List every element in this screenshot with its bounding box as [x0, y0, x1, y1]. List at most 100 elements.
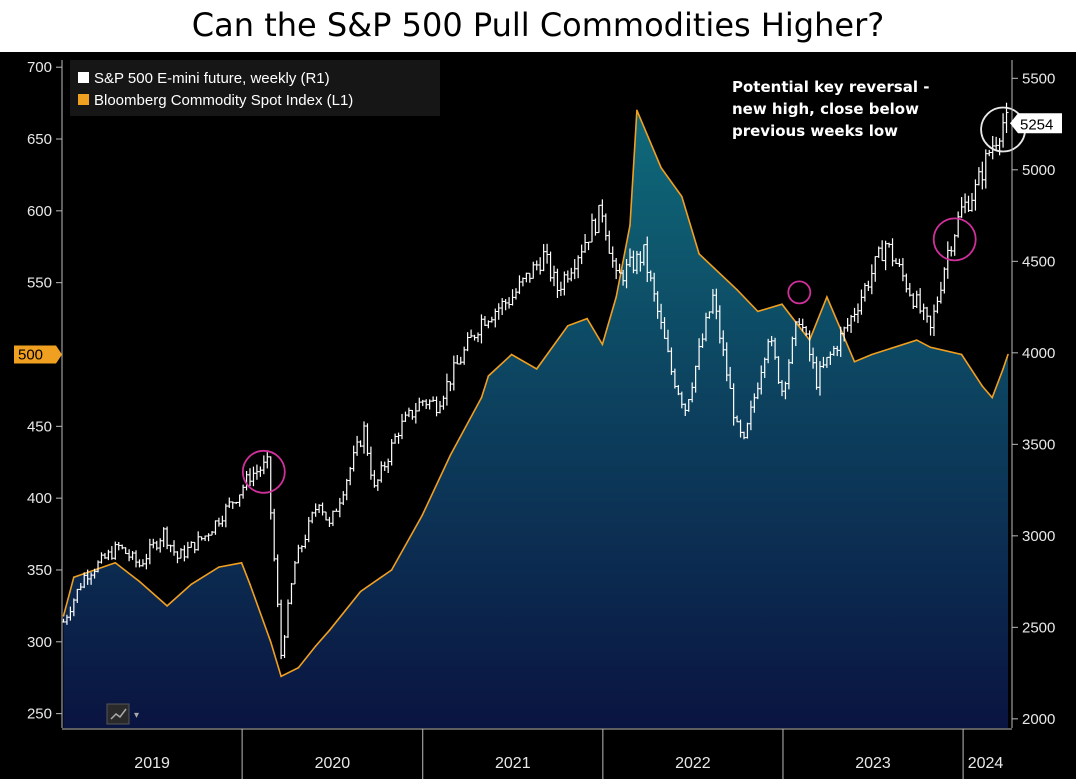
spx-weekly-bar — [230, 501, 235, 509]
spx-weekly-bar — [268, 456, 273, 520]
spx-weekly-bar — [866, 280, 871, 291]
spx-weekly-bar — [614, 257, 619, 280]
spx-weekly-bar — [403, 411, 408, 422]
spx-weekly-bar — [914, 290, 919, 309]
spx-weekly-bar — [938, 281, 943, 304]
spx-weekly-bar — [296, 544, 301, 564]
spx-weekly-bar — [869, 264, 874, 295]
commodity-point — [915, 339, 918, 341]
spx-weekly-bar — [849, 314, 854, 334]
spx-bars-layer — [61, 102, 1009, 660]
spx-weekly-bar — [317, 504, 322, 513]
chart-type-button[interactable]: ▾ — [106, 703, 139, 725]
spx-weekly-bar — [911, 293, 916, 309]
commodity-point — [487, 375, 490, 377]
spx-weekly-bar — [358, 440, 363, 448]
spx-weekly-bar — [952, 234, 957, 256]
spx-weekly-bar — [907, 282, 912, 297]
spx-weekly-bar — [893, 258, 898, 265]
spx-weekly-bar — [434, 396, 439, 417]
spx-weekly-bar — [206, 533, 211, 542]
spx-weekly-bar — [279, 599, 284, 660]
chart-type-button-box[interactable] — [106, 703, 130, 725]
spx-weekly-bar — [365, 423, 370, 456]
spx-weekly-bar — [417, 397, 422, 412]
spx-weekly-bar — [873, 256, 878, 282]
spx-weekly-bar — [147, 538, 152, 565]
spx-weekly-bar — [935, 296, 940, 314]
spx-weekly-bar — [199, 536, 204, 541]
spx-weekly-bar — [431, 396, 436, 402]
commodity-point — [62, 615, 65, 617]
spx-weekly-bar — [931, 304, 936, 337]
left-tick-label: 700 — [27, 59, 52, 76]
spx-weekly-bar — [607, 230, 612, 254]
commodity-point — [929, 346, 932, 349]
commodity-point — [681, 195, 683, 198]
left-tick-label: 650 — [27, 131, 52, 148]
legend-swatch-commodity — [78, 94, 89, 105]
spx-weekly-bar — [137, 559, 142, 568]
spx-weekly-bar — [983, 149, 988, 189]
right-tick-label: 4000 — [1022, 345, 1055, 362]
spx-weekly-bar — [203, 535, 208, 542]
right-tick-label: 2000 — [1022, 711, 1055, 728]
spx-weekly-bar — [351, 445, 356, 472]
commodity-point — [314, 645, 317, 647]
spx-weekly-bar — [514, 288, 519, 300]
spx-weekly-bar — [997, 138, 1002, 156]
right-tick-label: 4500 — [1022, 253, 1055, 270]
spx-weekly-bar — [486, 320, 491, 329]
spx-weekly-bar — [120, 544, 125, 550]
spx-weekly-bar — [123, 547, 128, 555]
spx-weekly-bar — [458, 356, 463, 365]
line-chart-icon — [110, 708, 127, 720]
spx-weekly-bar — [379, 461, 384, 483]
commodity-point — [359, 590, 362, 593]
spx-weekly-bar — [324, 511, 329, 521]
commodity-point — [297, 666, 300, 669]
commodity-point — [480, 396, 483, 399]
commodity-point — [449, 454, 452, 456]
commodity-point — [138, 580, 141, 583]
commodity-point — [660, 166, 662, 169]
spx-weekly-bar — [583, 234, 588, 253]
spx-weekly-bar — [189, 541, 194, 548]
spx-weekly-bar — [469, 329, 474, 338]
spx-weekly-bar — [406, 407, 411, 418]
commodity-point — [781, 303, 783, 305]
spx-weekly-bar — [330, 510, 335, 527]
spx-weekly-bar — [572, 259, 577, 280]
spx-weekly-bar — [852, 307, 857, 322]
spx-weekly-bar — [545, 243, 550, 264]
spx-weekly-bar — [455, 354, 460, 365]
chevron-down-icon[interactable]: ▾ — [134, 710, 139, 721]
left-value-tag: 500 — [14, 345, 62, 364]
commodity-point — [190, 583, 193, 586]
spx-weekly-bar — [921, 303, 926, 321]
spx-weekly-bar — [959, 197, 964, 218]
spx-weekly-bar — [451, 355, 456, 391]
spx-weekly-bar — [980, 161, 985, 190]
spx-weekly-bar — [538, 257, 543, 275]
spx-weekly-bar — [113, 541, 118, 560]
spx-weekly-bar — [196, 531, 201, 551]
spx-weekly-bar — [282, 634, 287, 658]
left-tick-label: 450 — [27, 418, 52, 435]
spx-weekly-bar — [310, 511, 315, 524]
year-label: 2024 — [968, 755, 1004, 772]
spx-weekly-bar — [182, 545, 187, 562]
spx-weekly-bar — [503, 299, 508, 311]
spx-weekly-bar — [375, 479, 380, 491]
commodity-point — [328, 629, 331, 632]
commodity-point — [510, 353, 513, 356]
spx-weekly-bar — [234, 501, 239, 505]
spx-weekly-bar — [258, 466, 263, 477]
annotation-line-1: Potential key reversal - — [732, 78, 929, 96]
spx-weekly-bar — [565, 270, 570, 283]
commodity-point — [991, 396, 993, 399]
commodity-point — [1002, 368, 1004, 370]
spx-weekly-bar — [382, 461, 387, 471]
spx-weekly-bar — [410, 409, 415, 420]
spx-weekly-bar — [272, 508, 277, 562]
